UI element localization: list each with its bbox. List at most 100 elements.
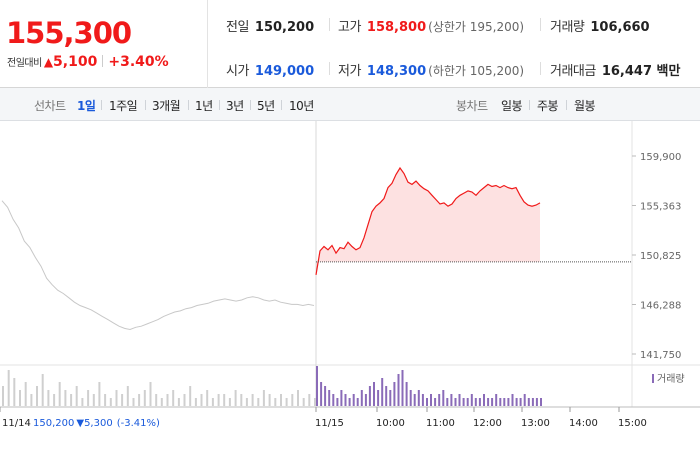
stat-volume: 거래량 106,660 bbox=[550, 16, 650, 35]
x-tick-label: 10:00 bbox=[376, 418, 405, 429]
prev-volume-bar bbox=[183, 394, 186, 406]
prev-volume-bar bbox=[234, 390, 237, 406]
today-volume-bar bbox=[535, 398, 538, 406]
today-volume-bar bbox=[328, 390, 331, 406]
stat-value: 148,300 bbox=[366, 64, 427, 79]
period-1w[interactable]: 1주일 bbox=[109, 99, 138, 113]
prev-day-change: 5,300 bbox=[84, 418, 113, 429]
today-volume-bar bbox=[397, 374, 400, 406]
today-volume-bar bbox=[474, 398, 477, 406]
change-amount: 5,100 bbox=[53, 54, 98, 70]
today-price-line bbox=[315, 166, 541, 275]
today-volume-bar bbox=[401, 370, 404, 406]
today-volume-bar bbox=[332, 394, 335, 406]
prev-volume-bar bbox=[143, 390, 146, 406]
today-volume-bar bbox=[507, 398, 510, 406]
today-volume-bar bbox=[385, 386, 388, 406]
prev-volume-bar bbox=[280, 394, 282, 406]
candle-weekly[interactable]: 주봉 bbox=[537, 99, 559, 113]
period-divider bbox=[101, 100, 102, 110]
today-volume-bar bbox=[527, 398, 530, 406]
change-label: 전일대비 bbox=[7, 58, 42, 69]
today-volume-bar bbox=[393, 382, 396, 406]
y-tick-label: 155,363 bbox=[640, 202, 681, 213]
today-volume-bar bbox=[511, 394, 514, 406]
period-1y[interactable]: 1년 bbox=[195, 99, 213, 113]
prev-volume-bar bbox=[138, 394, 141, 406]
today-volume-bar bbox=[434, 398, 437, 406]
today-volume-bar bbox=[470, 394, 473, 406]
candle-chart-label: 봉차트 bbox=[456, 99, 488, 113]
change-divider bbox=[102, 55, 104, 67]
candle-daily[interactable]: 일봉 bbox=[501, 99, 523, 113]
prev-volume-bar bbox=[2, 386, 4, 406]
today-volume-bar bbox=[478, 398, 481, 406]
prev-volume-bar bbox=[206, 390, 209, 406]
today-volume-bar bbox=[336, 398, 339, 406]
today-volume-bar bbox=[450, 394, 453, 406]
today-volume-bar bbox=[389, 390, 392, 406]
today-volume-bar bbox=[531, 398, 534, 406]
today-volume-bar bbox=[458, 394, 461, 406]
prev-volume-bar bbox=[285, 398, 288, 406]
today-volume-bar bbox=[491, 398, 494, 406]
stat-label: 고가 bbox=[338, 20, 361, 35]
today-volume-bar bbox=[364, 394, 367, 406]
prev-volume-bar bbox=[92, 394, 95, 406]
period-divider bbox=[219, 100, 220, 110]
today-volume-bar bbox=[377, 390, 380, 406]
prev-volume-bar bbox=[217, 394, 220, 406]
price-chart[interactable]: 159,900 155,363 150,825 146,288 141,750 거래량 … bbox=[0, 121, 700, 450]
stat-value: 150,200 bbox=[254, 20, 315, 35]
stat-prev-close: 전일 150,200 bbox=[226, 16, 314, 35]
period-10y[interactable]: 10년 bbox=[289, 99, 314, 113]
prev-volume-bar bbox=[30, 394, 33, 406]
prev-day-close: 150,200 bbox=[33, 418, 74, 429]
prev-volume-bar bbox=[13, 378, 16, 406]
prev-volume-bar bbox=[7, 370, 10, 406]
period-divider bbox=[529, 100, 530, 110]
prev-day-change-pct: (-3.41%) bbox=[117, 418, 160, 429]
stat-value: 106,660 bbox=[590, 20, 650, 35]
x-tick-label: 11/14 bbox=[2, 418, 31, 429]
today-volume-bar bbox=[320, 382, 323, 406]
prev-volume-bar bbox=[223, 394, 226, 406]
prev-volume-bar bbox=[302, 398, 305, 406]
today-volume-bar bbox=[446, 398, 449, 406]
prev-volume-bar bbox=[104, 394, 107, 406]
prev-volume-bar bbox=[308, 394, 311, 406]
period-5y[interactable]: 5년 bbox=[257, 99, 275, 113]
prev-volume-bar bbox=[189, 386, 192, 406]
prev-day-price-line bbox=[1, 200, 315, 331]
period-divider bbox=[145, 100, 146, 110]
y-tick-label: 150,825 bbox=[640, 251, 681, 262]
today-volume-bar bbox=[417, 390, 420, 406]
stat-sub: (상한가 195,200) bbox=[428, 20, 525, 34]
prev-volume-bar bbox=[262, 390, 265, 406]
prev-volume-bar bbox=[19, 390, 21, 406]
x-tick-label: 13:00 bbox=[521, 418, 550, 429]
today-volume-bar bbox=[540, 398, 542, 406]
prev-volume-bar bbox=[47, 390, 50, 406]
prev-volume-bar bbox=[109, 398, 112, 406]
period-3m[interactable]: 3개월 bbox=[152, 99, 181, 113]
today-volume-bar bbox=[352, 394, 355, 406]
today-volume-bar bbox=[515, 398, 518, 406]
today-volume-bar bbox=[495, 394, 498, 406]
today-volume-bar bbox=[360, 390, 363, 406]
candle-monthly[interactable]: 월봉 bbox=[574, 99, 596, 113]
today-volume-bar bbox=[368, 386, 371, 406]
stat-open: 시가 149,000 bbox=[226, 60, 314, 79]
today-volume-bar bbox=[426, 398, 428, 406]
stat-divider bbox=[329, 62, 330, 75]
line-chart-label: 선차트 bbox=[34, 99, 66, 113]
period-3y[interactable]: 3년 bbox=[226, 99, 244, 113]
volume-panel: 거래량 bbox=[2, 366, 685, 406]
prev-volume-bar bbox=[314, 398, 316, 406]
period-1d[interactable]: 1일 bbox=[77, 99, 96, 113]
stat-low: 저가 148,300 (하한가 105,200) bbox=[338, 60, 524, 79]
prev-volume-bar bbox=[172, 390, 175, 406]
prev-volume-bar bbox=[274, 398, 277, 406]
x-tick-label: 14:00 bbox=[569, 418, 598, 429]
today-volume-bar bbox=[316, 366, 318, 406]
